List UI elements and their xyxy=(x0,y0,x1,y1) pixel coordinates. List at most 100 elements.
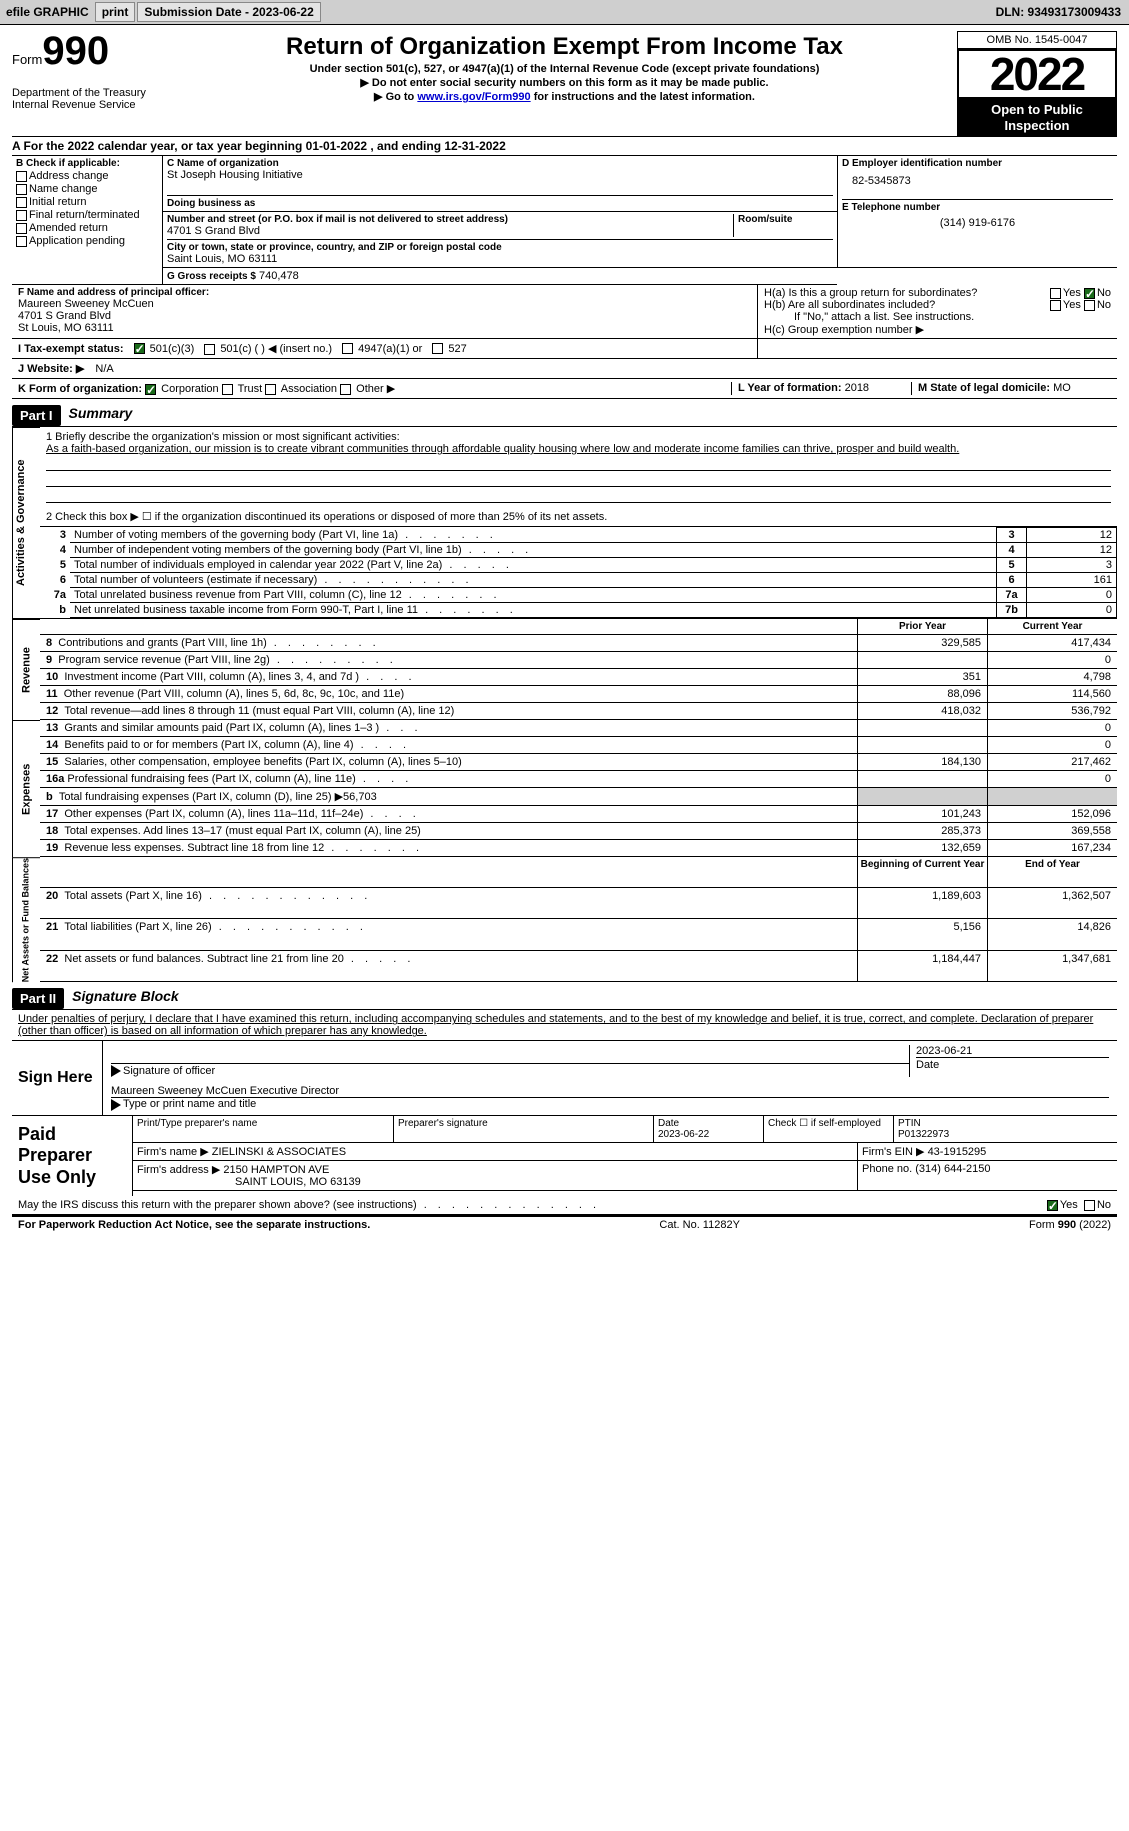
phone: (314) 919-6176 xyxy=(842,217,1113,229)
box-b-title: B Check if applicable: xyxy=(16,158,158,169)
form-note1: ▶ Do not enter social security numbers o… xyxy=(172,76,957,89)
sig-declaration: Under penalties of perjury, I declare th… xyxy=(12,1010,1117,1041)
paid-preparer-title: Paid Preparer Use Only xyxy=(12,1116,132,1197)
form-title: Return of Organization Exempt From Incom… xyxy=(172,33,957,61)
officer-city: St Louis, MO 63111 xyxy=(18,322,751,334)
mission-q: 1 Briefly describe the organization's mi… xyxy=(46,431,1111,443)
firm-ein: 43-1915295 xyxy=(928,1146,987,1158)
discuss-row: May the IRS discuss this return with the… xyxy=(12,1196,1117,1216)
part-ii-label: Part II xyxy=(12,988,64,1009)
side-revenue: Revenue xyxy=(12,619,40,720)
e-label: E Telephone number xyxy=(842,202,1113,213)
h-a: H(a) Is this a group return for subordin… xyxy=(764,287,1111,299)
submission-date: Submission Date - 2023-06-22 xyxy=(137,2,320,22)
f-label: F Name and address of principal officer: xyxy=(18,287,751,298)
prep-print-label: Print/Type preparer's name xyxy=(137,1118,257,1129)
firm-phone: (314) 644-2150 xyxy=(915,1163,990,1175)
c-label: C Name of organization xyxy=(167,158,833,169)
discuss-no[interactable] xyxy=(1084,1200,1095,1211)
j-label: J Website: ▶ xyxy=(18,363,84,375)
k-row: K Form of organization: Corporation Trus… xyxy=(12,379,1117,399)
form-id: Form 990 (2022) xyxy=(1029,1219,1111,1231)
toolbar: efile GRAPHIC print Submission Date - 20… xyxy=(0,0,1129,25)
chk-assoc[interactable] xyxy=(265,384,276,395)
website-value: N/A xyxy=(95,363,113,375)
side-netassets: Net Assets or Fund Balances xyxy=(12,857,40,982)
form-header: Form990 Department of the Treasury Inter… xyxy=(12,31,1117,136)
firm-name: ZIELINSKI & ASSOCIATES xyxy=(212,1146,346,1158)
form-note2: ▶ Go to www.irs.gov/Form990 for instruct… xyxy=(172,90,957,103)
footer: For Paperwork Reduction Act Notice, see … xyxy=(12,1216,1117,1233)
chk-501c3[interactable] xyxy=(134,343,145,354)
chk-4947[interactable] xyxy=(342,343,353,354)
signer-name: Maureen Sweeney McCuen Executive Directo… xyxy=(111,1085,1109,1098)
dln-label: DLN: 93493173009433 xyxy=(996,5,1127,19)
city: Saint Louis, MO 63111 xyxy=(167,253,833,265)
h-note: If "No," attach a list. See instructions… xyxy=(764,311,1111,323)
chk-other[interactable] xyxy=(340,384,351,395)
tax-year: 2022 xyxy=(957,49,1117,99)
checkbox-app-pending[interactable] xyxy=(16,236,27,247)
print-button[interactable]: print xyxy=(95,2,136,22)
side-expenses: Expenses xyxy=(12,720,40,857)
dba-label: Doing business as xyxy=(167,195,833,209)
ha-yes[interactable] xyxy=(1050,288,1061,299)
hdr-curr: Current Year xyxy=(987,619,1117,635)
firm-addr1: 2150 HAMPTON AVE xyxy=(223,1164,329,1176)
chk-527[interactable] xyxy=(432,343,443,354)
checkbox-name-change[interactable] xyxy=(16,184,27,195)
hdr-end: End of Year xyxy=(987,857,1117,888)
officer-name: Maureen Sweeney McCuen xyxy=(18,298,751,310)
org-name: St Joseph Housing Initiative xyxy=(167,169,833,181)
ptin: P01322973 xyxy=(898,1129,949,1140)
sign-here-block: Sign Here Signature of officer 2023-06-2… xyxy=(12,1041,1117,1114)
triangle-icon-2 xyxy=(111,1099,121,1111)
lines-3-7: 3Number of voting members of the governi… xyxy=(40,527,1117,618)
ein: 82-5345873 xyxy=(852,175,1113,187)
dept-label: Department of the Treasury xyxy=(12,87,172,99)
date-label: Date xyxy=(916,1057,1109,1071)
m-val: MO xyxy=(1053,382,1071,394)
i-label: I Tax-exempt status: xyxy=(18,343,124,355)
room-label: Room/suite xyxy=(738,214,833,225)
part-i-label: Part I xyxy=(12,405,61,426)
checkbox-final-return[interactable] xyxy=(16,210,27,221)
paid-preparer-block: Paid Preparer Use Only Print/Type prepar… xyxy=(12,1115,1117,1197)
hb-no[interactable] xyxy=(1084,300,1095,311)
hdr-begin: Beginning of Current Year xyxy=(857,857,987,888)
chk-trust[interactable] xyxy=(222,384,233,395)
open-inspection: Open to Public Inspection xyxy=(957,99,1117,136)
checkbox-amended[interactable] xyxy=(16,223,27,234)
hdr-prior: Prior Year xyxy=(857,619,987,635)
prep-self-emp: Check ☐ if self-employed xyxy=(763,1116,893,1142)
form-subtitle: Under section 501(c), 527, or 4947(a)(1)… xyxy=(172,63,957,75)
line-2: 2 Check this box ▶ ☐ if the organization… xyxy=(40,507,1117,527)
irs-link[interactable]: www.irs.gov/Form990 xyxy=(417,91,530,103)
prep-date: 2023-06-22 xyxy=(658,1129,709,1140)
sig-officer-label: Signature of officer xyxy=(123,1065,215,1077)
type-print-label: Type or print name and title xyxy=(123,1098,256,1110)
firm-addr2: SAINT LOUIS, MO 63139 xyxy=(235,1176,361,1188)
checkbox-initial-return[interactable] xyxy=(16,197,27,208)
street: 4701 S Grand Blvd xyxy=(167,225,733,237)
period-a: A For the 2022 calendar year, or tax yea… xyxy=(12,137,1117,155)
ha-no[interactable] xyxy=(1084,288,1095,299)
part-ii-title: Signature Block xyxy=(72,988,179,1004)
gross-receipts: 740,478 xyxy=(259,270,299,282)
d-label: D Employer identification number xyxy=(842,158,1113,169)
efile-label: efile GRAPHIC xyxy=(2,5,93,19)
form-label: Form xyxy=(12,52,42,67)
chk-501c[interactable] xyxy=(204,344,215,355)
h-c: H(c) Group exemption number ▶ xyxy=(764,323,1111,336)
part-i-title: Summary xyxy=(69,405,133,421)
info-grid: B Check if applicable: Address change Na… xyxy=(12,155,1117,285)
discuss-yes[interactable] xyxy=(1047,1200,1058,1211)
sign-here: Sign Here xyxy=(12,1041,102,1114)
m-label: M State of legal domicile: xyxy=(918,382,1050,394)
l-label: L Year of formation: xyxy=(738,382,842,394)
checkbox-address-change[interactable] xyxy=(16,171,27,182)
hb-yes[interactable] xyxy=(1050,300,1061,311)
city-label: City or town, state or province, country… xyxy=(167,242,833,253)
chk-corp[interactable] xyxy=(145,384,156,395)
k-label: K Form of organization: xyxy=(18,383,142,395)
